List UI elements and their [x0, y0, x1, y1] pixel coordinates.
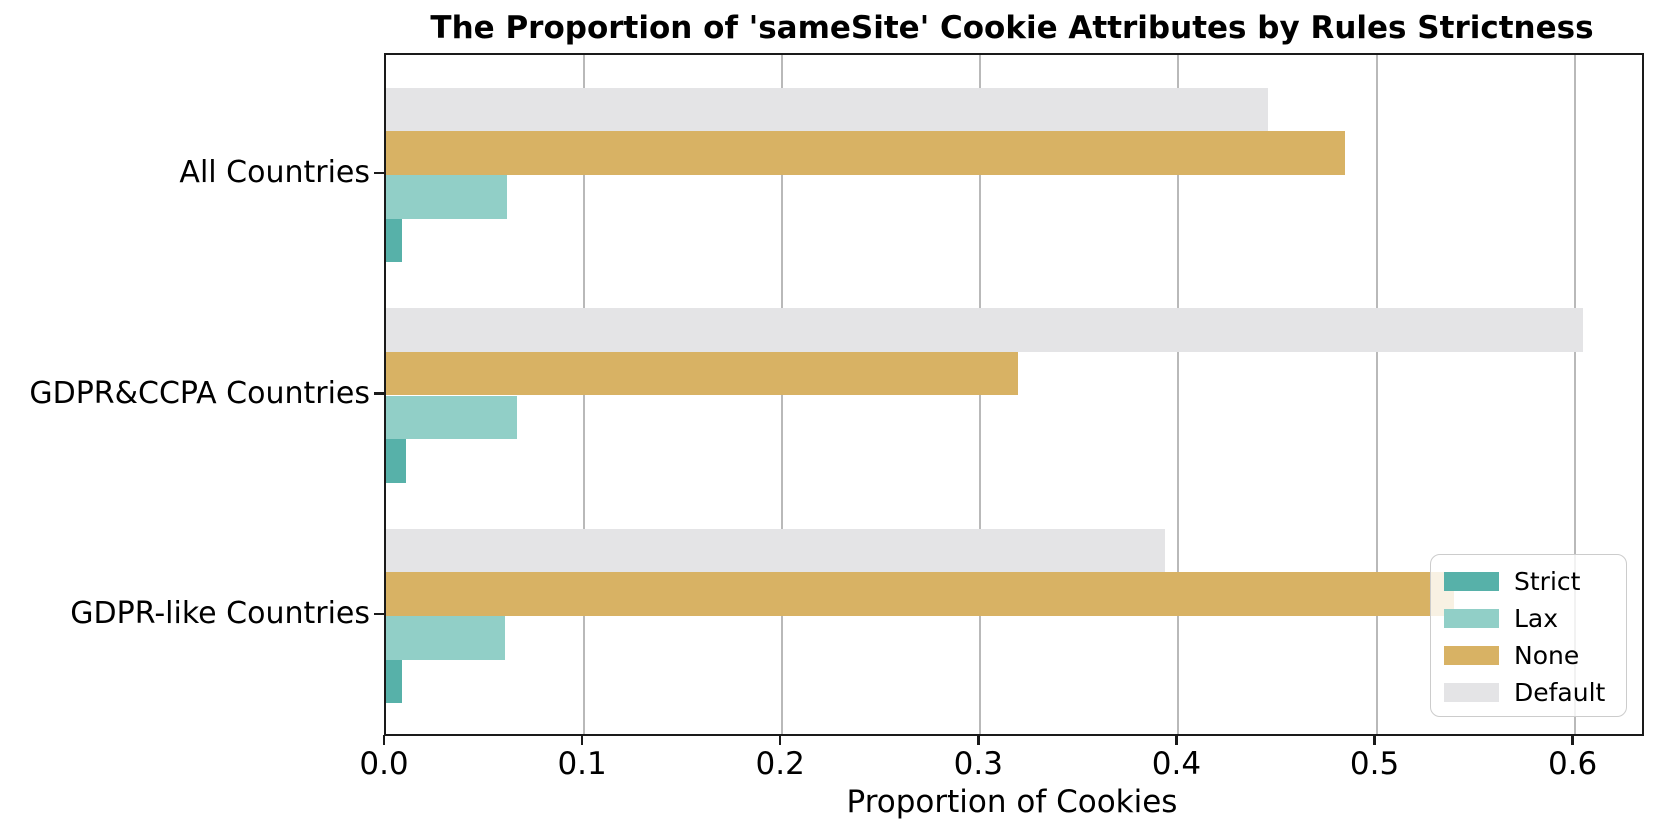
legend-label-lax: Lax — [1514, 604, 1559, 633]
gridline-0.4 — [1177, 55, 1180, 734]
x-tick-label: 0.2 — [755, 746, 805, 782]
y-tick-mark — [374, 171, 384, 175]
x-tick-mark — [977, 734, 980, 745]
x-tick-mark — [778, 734, 782, 745]
legend-swatch-none — [1444, 646, 1499, 665]
chart-title: The Proportion of 'sameSite' Cookie Attr… — [430, 10, 1594, 46]
y-tick-mark — [374, 612, 384, 616]
bar-none — [386, 131, 1345, 175]
x-tick-label: 0.5 — [1349, 746, 1400, 782]
bar-strict — [386, 439, 406, 483]
bar-strict — [386, 659, 402, 704]
legend-item-strict: Strict — [1444, 563, 1626, 600]
x-tick-mark — [382, 734, 386, 745]
x-tick-label: 0.0 — [359, 746, 409, 782]
bar-lax — [386, 395, 517, 440]
y-tick-label: GDPR-like Countries — [70, 596, 370, 631]
legend-swatch-lax — [1444, 609, 1499, 628]
bar-default — [386, 308, 1583, 352]
bar-strict — [386, 218, 402, 263]
gridline-0.5 — [1375, 55, 1378, 734]
legend-item-default: Default — [1444, 674, 1626, 711]
x-tick-label: 0.3 — [953, 746, 1003, 782]
plot-area — [384, 53, 1644, 736]
y-tick-label: All Countries — [179, 155, 370, 190]
x-tick-label: 0.4 — [1151, 746, 1202, 782]
bar-default — [386, 87, 1268, 132]
legend-label-default: Default — [1514, 678, 1606, 707]
legend-item-lax: Lax — [1444, 600, 1626, 637]
x-tick-mark — [1175, 734, 1178, 745]
gridline-0.6 — [1573, 55, 1576, 734]
legend-item-none: None — [1444, 637, 1626, 674]
legend-label-none: None — [1514, 641, 1580, 670]
legend-swatch-strict — [1444, 572, 1499, 591]
legend: Strict Lax None Default — [1430, 554, 1627, 717]
x-tick-mark — [1571, 734, 1574, 745]
x-tick-label: 0.6 — [1547, 746, 1598, 782]
y-tick-mark — [374, 392, 384, 395]
x-tick-mark — [1373, 734, 1376, 745]
bar-lax — [386, 616, 505, 660]
x-tick-mark — [580, 734, 584, 745]
bar-lax — [386, 175, 507, 219]
y-tick-label: GDPR&CCPA Countries — [29, 375, 370, 411]
legend-label-strict: Strict — [1514, 567, 1581, 596]
x-tick-label: 0.1 — [557, 746, 607, 782]
bar-none — [386, 351, 1018, 396]
legend-swatch-default — [1444, 683, 1499, 702]
bar-none — [386, 572, 1454, 616]
bar-default — [386, 528, 1165, 573]
x-axis-label: Proportion of Cookies — [846, 784, 1178, 820]
